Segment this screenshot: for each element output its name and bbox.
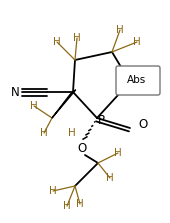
Text: H: H [106, 173, 114, 183]
Text: H: H [49, 186, 57, 196]
Text: O: O [138, 118, 148, 130]
Text: Abs: Abs [127, 75, 147, 85]
Text: H: H [114, 148, 122, 158]
Text: H: H [63, 201, 71, 211]
Text: H: H [133, 37, 141, 47]
Text: H: H [73, 33, 81, 43]
Text: H: H [30, 101, 38, 111]
Text: O: O [77, 142, 87, 155]
FancyBboxPatch shape [116, 66, 160, 95]
Text: H: H [40, 128, 48, 138]
Text: N: N [11, 85, 19, 99]
Polygon shape [52, 90, 76, 118]
Text: H: H [116, 25, 124, 35]
Text: P: P [98, 114, 105, 126]
Text: H: H [76, 199, 84, 209]
Text: H: H [53, 37, 61, 47]
Text: H: H [68, 128, 76, 138]
